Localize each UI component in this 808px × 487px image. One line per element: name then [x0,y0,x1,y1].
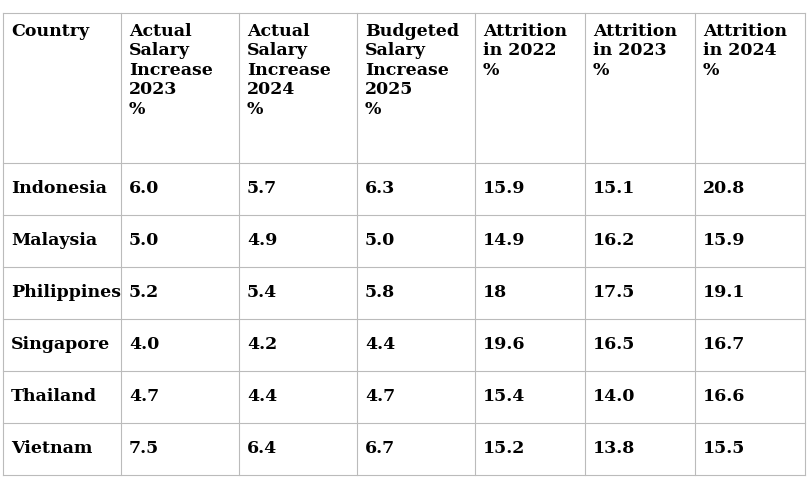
Text: Attrition
in 2024
%: Attrition in 2024 % [703,22,787,79]
Text: Singapore: Singapore [11,336,110,353]
Text: 6.4: 6.4 [247,440,277,457]
Text: 5.2: 5.2 [129,284,159,301]
Text: 4.0: 4.0 [129,336,159,353]
Text: Vietnam: Vietnam [11,440,92,457]
Text: 14.9: 14.9 [483,232,525,249]
Text: Malaysia: Malaysia [11,232,97,249]
Text: 15.9: 15.9 [483,180,525,197]
Text: 6.7: 6.7 [365,440,395,457]
Text: 5.4: 5.4 [247,284,277,301]
Text: 6.0: 6.0 [129,180,159,197]
Text: 4.7: 4.7 [129,388,159,405]
Text: 15.1: 15.1 [593,180,635,197]
Text: 18: 18 [483,284,507,301]
Text: 5.0: 5.0 [129,232,159,249]
Text: Attrition
in 2022
%: Attrition in 2022 % [483,22,567,79]
Text: Indonesia: Indonesia [11,180,107,197]
Text: 13.8: 13.8 [593,440,635,457]
Text: Actual
Salary
Increase
2024
%: Actual Salary Increase 2024 % [247,22,330,118]
Text: 17.5: 17.5 [593,284,635,301]
Text: 19.1: 19.1 [703,284,746,301]
Text: Budgeted
Salary
Increase
2025
%: Budgeted Salary Increase 2025 % [365,22,459,118]
Text: 16.7: 16.7 [703,336,745,353]
Text: 14.0: 14.0 [593,388,636,405]
Text: 6.3: 6.3 [365,180,395,197]
Text: Attrition
in 2023
%: Attrition in 2023 % [593,22,677,79]
Text: Country: Country [11,22,89,39]
Text: Thailand: Thailand [11,388,97,405]
Text: Philippines: Philippines [11,284,121,301]
Text: 15.9: 15.9 [703,232,746,249]
Text: 7.5: 7.5 [129,440,159,457]
Text: Actual
Salary
Increase
2023
%: Actual Salary Increase 2023 % [129,22,213,118]
Text: 4.2: 4.2 [247,336,277,353]
Text: 15.4: 15.4 [483,388,525,405]
Text: 15.2: 15.2 [483,440,525,457]
Text: 19.6: 19.6 [483,336,525,353]
Text: 20.8: 20.8 [703,180,745,197]
Text: 15.5: 15.5 [703,440,745,457]
Text: 4.9: 4.9 [247,232,277,249]
Text: 5.8: 5.8 [365,284,395,301]
Text: 16.6: 16.6 [703,388,745,405]
Text: 4.4: 4.4 [365,336,395,353]
Text: 5.7: 5.7 [247,180,277,197]
Text: 16.2: 16.2 [593,232,635,249]
Text: 4.4: 4.4 [247,388,277,405]
Text: 5.0: 5.0 [365,232,395,249]
Text: 4.7: 4.7 [365,388,395,405]
Text: 16.5: 16.5 [593,336,635,353]
